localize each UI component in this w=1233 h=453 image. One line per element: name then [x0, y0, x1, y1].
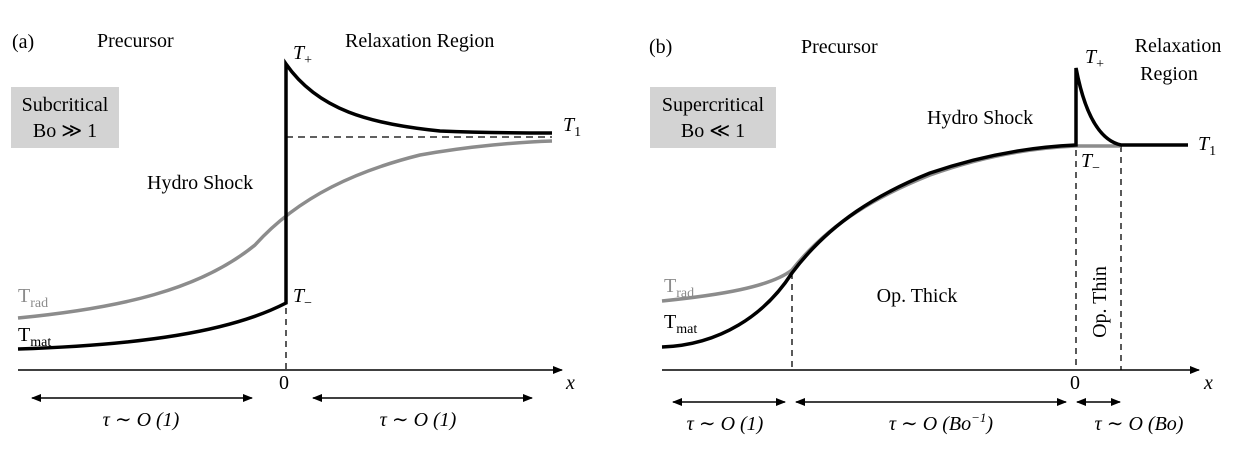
- panel-a-precursor-label: Precursor: [97, 30, 174, 52]
- panel-a-regime-box: [11, 87, 119, 148]
- panel-b-op-thick-label: Op. Thick: [877, 285, 958, 307]
- panel-a-x-axis-label: x: [565, 372, 575, 394]
- panel-a-trad-curve: [17, 139, 553, 320]
- panel-b-regime-box: [650, 87, 776, 148]
- panel-b-trad-label: Trad: [664, 275, 694, 301]
- panel-a-scale-left-label: τ ∼ O (1): [103, 409, 180, 431]
- panel-b-hydro-shock-label: Hydro Shock: [927, 107, 1033, 129]
- panel-a-t1-label: T1: [563, 114, 581, 140]
- panel-b-x-axis-label: x: [1203, 372, 1213, 394]
- panel-a-t-plus-label: T+: [293, 42, 312, 68]
- panel-b-relaxation-label-line1: Relaxation: [1135, 35, 1222, 57]
- panel-b-origin-label: 0: [1070, 372, 1080, 394]
- panel-b-tag: (b): [649, 36, 672, 58]
- panel-a-trad-label: Trad: [18, 285, 48, 311]
- panel-b-tmat-curve: [661, 67, 1188, 349]
- panel-b-op-thin-label: Op. Thin: [1089, 266, 1111, 338]
- panel-b-scale-left-label: τ ∼ O (1): [687, 413, 764, 435]
- panel-b-precursor-label: Precursor: [801, 36, 878, 58]
- panel-b-t-plus-label: T+: [1085, 46, 1104, 72]
- panel-b-regime-name: Supercritical: [662, 94, 765, 116]
- panel-a-regime-bo: Bo ≫ 1: [33, 120, 97, 142]
- panel-a-origin-label: 0: [279, 372, 289, 394]
- panel-a-tmat-curve: [17, 58, 553, 351]
- panel-b-t1-label: T1: [1198, 133, 1216, 159]
- panel-b-relaxation-label-line2: Region: [1140, 63, 1198, 85]
- panel-b-regime-bo: Bo ≪ 1: [681, 120, 745, 142]
- panel-a-t-minus-label: T−: [293, 285, 312, 311]
- panel-b-scale-right-label: τ ∼ O (Bo): [1095, 413, 1184, 435]
- panel-a-scale-right-label: τ ∼ O (1): [380, 409, 457, 431]
- panel-a-tag: (a): [12, 31, 34, 53]
- panel-b-tmat-label: Tmat: [664, 311, 697, 337]
- panel-a-relaxation-label: Relaxation Region: [345, 30, 494, 52]
- panel-b-scale-mid-label: τ ∼ O (Bo−1): [889, 410, 994, 435]
- panel-a-regime-name: Subcritical: [22, 94, 109, 116]
- panel-a-tmat-label: Tmat: [18, 324, 51, 350]
- panel-a: (a) Precursor Relaxation Region Subcriti…: [11, 30, 581, 431]
- panel-b-t-minus-label: T−: [1081, 150, 1100, 176]
- panel-a-hydro-shock-label: Hydro Shock: [147, 172, 253, 194]
- panel-b: (b) Precursor Relaxation Region Supercri…: [649, 35, 1221, 435]
- panel-b-trad-curve: [661, 144, 1121, 303]
